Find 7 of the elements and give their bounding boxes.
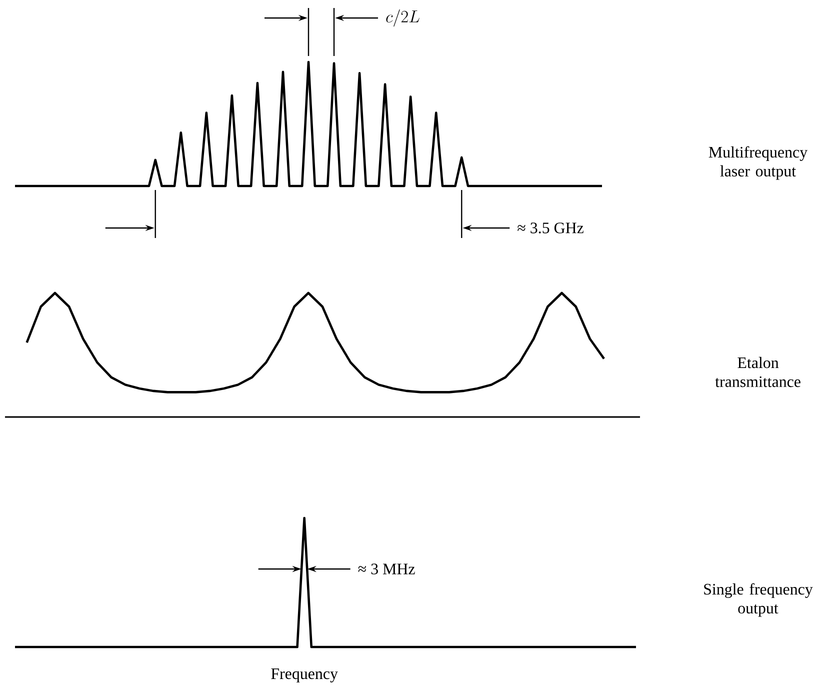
y-axis-title: Etalon transmittance [715, 356, 800, 388]
y-axis-title: Multifrequency laser output [708, 146, 808, 180]
text: $c/2L$ [386, 9, 420, 27]
y-axis-title: Single frequency output [704, 583, 813, 617]
annotation: ≈ 3 MHz [358, 564, 415, 574]
x-axis-title: Frequency [271, 668, 338, 682]
text: ≈ 3.5 GHz [518, 222, 584, 234]
